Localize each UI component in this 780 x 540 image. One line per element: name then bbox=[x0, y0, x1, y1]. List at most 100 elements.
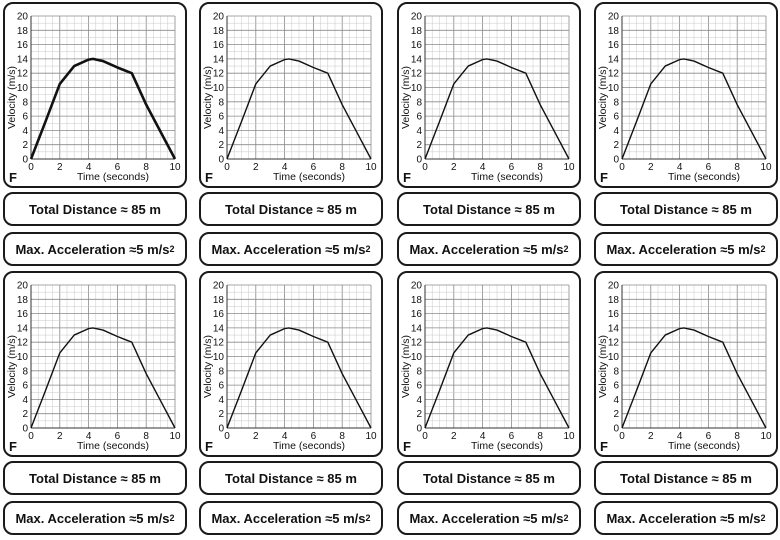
total-distance-text: Total Distance ≈ 85 m bbox=[29, 201, 161, 217]
y-tick-label: 4 bbox=[22, 126, 28, 137]
card-letter: F bbox=[205, 439, 213, 454]
card-letter: F bbox=[600, 170, 608, 185]
y-tick-label: 16 bbox=[213, 309, 225, 320]
max-acceleration-text: Max. Acceleration ≈5 m/s bbox=[211, 510, 366, 526]
x-tick-label: 2 bbox=[648, 162, 654, 173]
graph-card: 0 2 4 6 8 10 12 14 16 18 20 0 2 4 6 8 10 Time (seconds) Ve… bbox=[3, 2, 187, 188]
max-acceleration-card: Max. Acceleration ≈5 m/s 2 bbox=[594, 232, 778, 266]
y-tick-label: 8 bbox=[218, 97, 224, 108]
y-tick-label: 16 bbox=[608, 309, 620, 320]
total-distance-card: Total Distance ≈ 85 m bbox=[594, 192, 778, 226]
y-tick-label: 14 bbox=[213, 323, 225, 334]
y-tick-label: 12 bbox=[411, 338, 423, 349]
x-tick-label: 2 bbox=[57, 431, 63, 442]
x-tick-label: 2 bbox=[451, 162, 457, 173]
y-tick-label: 8 bbox=[22, 97, 28, 108]
velocity-line bbox=[226, 327, 372, 429]
x-tick-label: 0 bbox=[422, 162, 428, 173]
x-tick-label: 4 bbox=[282, 431, 288, 442]
x-tick-label: 10 bbox=[563, 431, 575, 442]
y-tick-label: 12 bbox=[17, 69, 29, 80]
x-tick-label: 8 bbox=[339, 162, 345, 173]
y-tick-label: 10 bbox=[213, 83, 225, 94]
y-tick-label: 20 bbox=[608, 281, 620, 292]
grid bbox=[621, 15, 767, 160]
y-tick-label: 10 bbox=[17, 83, 29, 94]
x-tick-label: 0 bbox=[224, 162, 230, 173]
x-tick-label: 0 bbox=[224, 431, 230, 442]
y-tick-label: 14 bbox=[17, 323, 29, 334]
grid bbox=[226, 15, 372, 160]
y-tick-label: 4 bbox=[613, 126, 619, 137]
acceleration-exponent: 2 bbox=[563, 513, 569, 523]
acceleration-exponent: 2 bbox=[169, 244, 175, 254]
x-tick-label: 8 bbox=[537, 431, 543, 442]
x-tick-label: 2 bbox=[57, 162, 63, 173]
y-tick-label: 10 bbox=[17, 352, 29, 363]
y-tick-label: 18 bbox=[608, 295, 620, 306]
x-tick-label: 6 bbox=[706, 162, 712, 173]
x-tick-label: 8 bbox=[734, 162, 740, 173]
graph-card: 0 2 4 6 8 10 12 14 16 18 20 0 2 4 6 8 10 Time (seconds) Ve… bbox=[397, 271, 581, 457]
y-tick-label: 8 bbox=[613, 97, 619, 108]
max-acceleration-card: Max. Acceleration ≈5 m/s 2 bbox=[397, 232, 581, 266]
max-acceleration-text: Max. Acceleration ≈5 m/s bbox=[15, 510, 170, 526]
y-tick-label: 6 bbox=[416, 112, 422, 123]
y-tick-label: 10 bbox=[608, 83, 620, 94]
grid bbox=[621, 284, 767, 429]
total-distance-text: Total Distance ≈ 85 m bbox=[225, 201, 357, 217]
total-distance-text: Total Distance ≈ 85 m bbox=[423, 470, 555, 486]
y-tick-label: 20 bbox=[17, 12, 29, 23]
grid bbox=[226, 284, 372, 429]
y-tick-label: 4 bbox=[416, 395, 422, 406]
x-tick-label: 0 bbox=[28, 431, 34, 442]
y-tick-label: 12 bbox=[17, 338, 29, 349]
total-distance-text: Total Distance ≈ 85 m bbox=[620, 201, 752, 217]
x-tick-label: 8 bbox=[143, 162, 149, 173]
y-tick-label: 2 bbox=[218, 140, 224, 151]
y-tick-label: 16 bbox=[608, 40, 620, 51]
acceleration-exponent: 2 bbox=[760, 244, 766, 254]
max-acceleration-card: Max. Acceleration ≈5 m/s 2 bbox=[397, 501, 581, 535]
y-axis-label: Velocity (m/s) bbox=[6, 335, 18, 398]
velocity-line bbox=[226, 58, 372, 160]
y-tick-label: 8 bbox=[218, 366, 224, 377]
y-tick-label: 4 bbox=[218, 395, 224, 406]
velocity-line bbox=[30, 327, 176, 429]
total-distance-text: Total Distance ≈ 85 m bbox=[29, 470, 161, 486]
y-tick-label: 18 bbox=[213, 26, 225, 37]
y-tick-label: 0 bbox=[22, 155, 28, 166]
max-acceleration-card: Max. Acceleration ≈5 m/s 2 bbox=[199, 501, 383, 535]
x-tick-label: 2 bbox=[253, 431, 259, 442]
max-acceleration-text: Max. Acceleration ≈5 m/s bbox=[211, 241, 366, 257]
y-tick-label: 14 bbox=[608, 323, 620, 334]
y-tick-label: 8 bbox=[613, 366, 619, 377]
card-letter: F bbox=[9, 439, 17, 454]
velocity-line bbox=[424, 327, 570, 429]
max-acceleration-text: Max. Acceleration ≈5 m/s bbox=[409, 510, 564, 526]
y-tick-label: 10 bbox=[411, 83, 423, 94]
total-distance-card: Total Distance ≈ 85 m bbox=[3, 461, 187, 495]
card-letter: F bbox=[403, 439, 411, 454]
y-tick-label: 14 bbox=[608, 54, 620, 65]
x-tick-label: 8 bbox=[537, 162, 543, 173]
max-acceleration-text: Max. Acceleration ≈5 m/s bbox=[15, 241, 170, 257]
y-tick-label: 14 bbox=[411, 323, 423, 334]
y-tick-label: 10 bbox=[213, 352, 225, 363]
x-axis-label: Time (seconds) bbox=[77, 440, 149, 452]
graph-card: 0 2 4 6 8 10 12 14 16 18 20 0 2 4 6 8 10 Time (seconds) Ve… bbox=[397, 2, 581, 188]
y-tick-label: 16 bbox=[17, 40, 29, 51]
y-tick-label: 2 bbox=[22, 409, 28, 420]
y-tick-label: 0 bbox=[416, 424, 422, 435]
y-tick-label: 8 bbox=[416, 97, 422, 108]
total-distance-text: Total Distance ≈ 85 m bbox=[225, 470, 357, 486]
graph-card: 0 2 4 6 8 10 12 14 16 18 20 0 2 4 6 8 10 Time (seconds) Ve… bbox=[3, 271, 187, 457]
y-axis-label: Velocity (m/s) bbox=[597, 66, 609, 129]
y-tick-label: 4 bbox=[613, 395, 619, 406]
x-tick-label: 0 bbox=[28, 162, 34, 173]
y-tick-label: 16 bbox=[411, 309, 423, 320]
